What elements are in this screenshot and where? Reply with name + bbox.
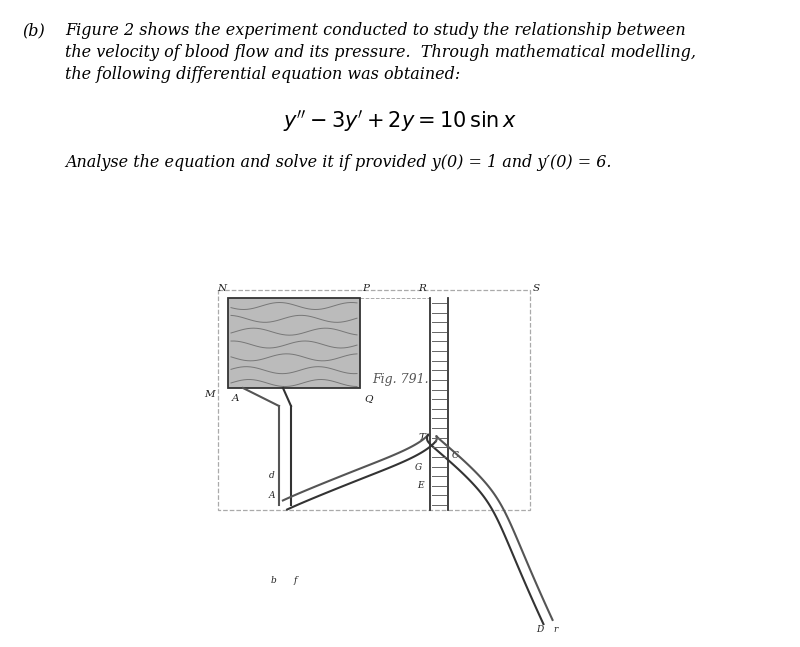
Text: S: S <box>533 284 540 293</box>
Text: Figure 2 shows the experiment conducted to study the relationship between: Figure 2 shows the experiment conducted … <box>65 22 686 39</box>
Text: Analyse the equation and solve it if provided y(0) = 1 and y′(0) = 6.: Analyse the equation and solve it if pro… <box>65 154 611 171</box>
Text: d: d <box>270 470 275 479</box>
Text: $y'' - 3y' + 2y = 10\,\sin x$: $y'' - 3y' + 2y = 10\,\sin x$ <box>283 108 517 134</box>
Text: Q: Q <box>364 394 373 403</box>
Text: C: C <box>452 450 459 459</box>
Text: the velocity of blood flow and its pressure.  Through mathematical modelling,: the velocity of blood flow and its press… <box>65 44 696 61</box>
Text: N: N <box>217 284 226 293</box>
Text: D: D <box>536 625 543 634</box>
Text: M: M <box>204 390 215 399</box>
Text: f: f <box>294 576 298 585</box>
Text: r: r <box>553 625 558 634</box>
Text: b: b <box>270 576 276 585</box>
Text: T: T <box>418 433 425 443</box>
Text: A: A <box>232 394 240 403</box>
Text: E: E <box>418 481 424 490</box>
Text: P: P <box>362 284 369 293</box>
Text: (b): (b) <box>22 22 45 39</box>
Text: Fig. 791.: Fig. 791. <box>372 373 428 386</box>
Polygon shape <box>228 298 360 388</box>
Text: A: A <box>269 490 275 499</box>
Text: R: R <box>418 284 426 293</box>
Text: G: G <box>414 463 422 472</box>
Text: the following differential equation was obtained:: the following differential equation was … <box>65 66 460 83</box>
